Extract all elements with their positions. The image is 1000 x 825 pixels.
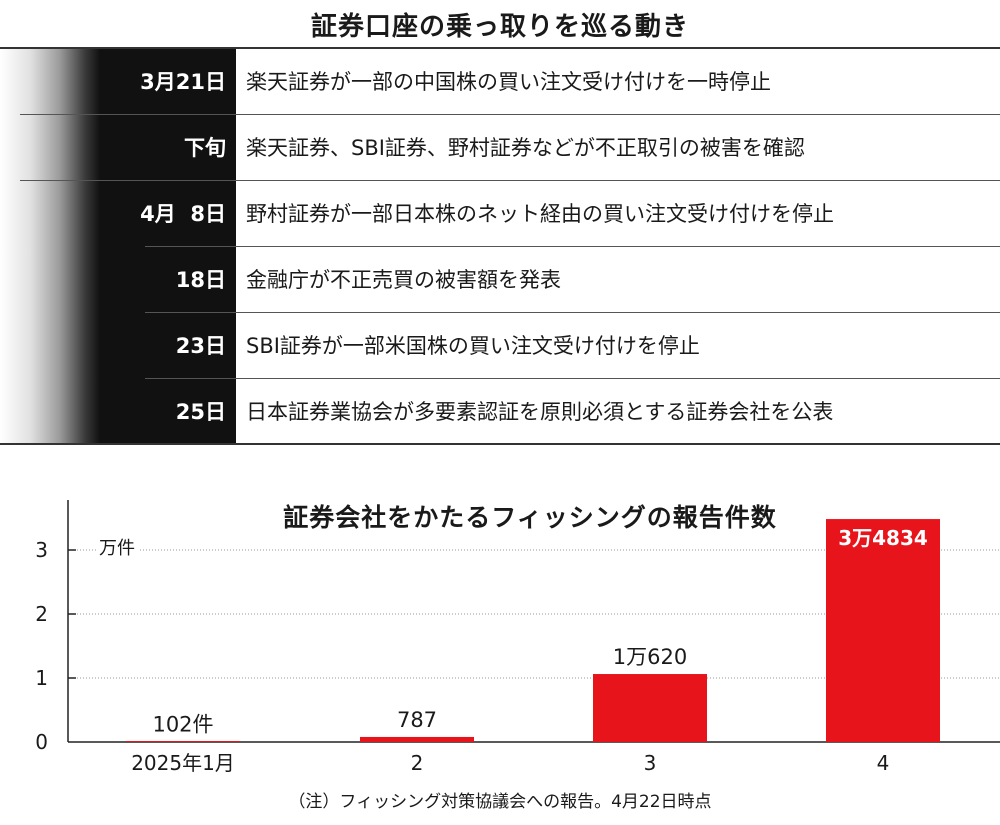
timeline-event: SBI証券が一部米国株の買い注文受け付けを停止 — [246, 334, 700, 358]
timeline-date: 下旬 — [184, 136, 226, 160]
timeline-event: 野村証券が一部日本株のネット経由の買い注文受け付けを停止 — [246, 202, 834, 226]
chart-title: 証券会社をかたるフィッシングの報告件数 — [283, 503, 777, 532]
timeline-date: 25日 — [175, 400, 226, 424]
bar — [360, 736, 474, 742]
timeline-row: 23日 SBI証券が一部米国株の買い注文受け付けを停止 — [0, 313, 1000, 379]
data-label: 1万620 — [613, 645, 687, 669]
timeline-row: 下旬 楽天証券、SBI証券、野村証券などが不正取引の被害を確認 — [0, 115, 1000, 181]
x-tick-label: 2 — [411, 751, 424, 775]
x-tick-label: 2025年1月 — [131, 751, 235, 775]
data-label: 3万4834 — [838, 526, 928, 550]
y-tick-label: 3 — [35, 538, 48, 562]
data-label: 787 — [397, 708, 437, 732]
timeline-title: 証券口座の乗っ取りを巡る動き — [310, 12, 689, 42]
timeline-divider — [20, 114, 1000, 115]
bar-chart: 0 1 2 3 2025年1月 102件 2 787 3 1万620 4 3万4834 証券会社をかた… — [0, 480, 1000, 825]
timeline-divider — [145, 378, 1000, 379]
bar — [826, 519, 940, 742]
timeline-row: 25日 日本証券業協会が多要素認証を原則必須とする証券会社を公表 — [0, 379, 1000, 445]
timeline-date: 23日 — [175, 334, 226, 358]
timeline-date: 4月 8日 — [140, 202, 226, 226]
chart-footnote: （注）フィッシング対策協議会への報告。4月22日時点 — [288, 792, 712, 812]
timeline-event: 楽天証券が一部の中国株の買い注文受け付けを一時停止 — [246, 70, 771, 94]
timeline-row: 4月 8日 野村証券が一部日本株のネット経由の買い注文受け付けを停止 — [0, 181, 1000, 247]
x-tick-label: 4 — [877, 751, 890, 775]
bar-chart-plot: 0 1 2 3 2025年1月 102件 2 787 3 1万620 4 3万4834 — [35, 500, 1000, 775]
timeline-date: 18日 — [175, 268, 226, 292]
timeline-divider — [145, 246, 1000, 247]
timeline-row: 3月21日 楽天証券が一部の中国株の買い注文受け付けを一時停止 — [0, 49, 1000, 115]
y-tick-label: 0 — [35, 730, 48, 754]
y-tick-label: 1 — [35, 666, 48, 690]
bar — [126, 741, 240, 742]
bar — [593, 674, 707, 742]
y-axis-unit-label: 万件 — [96, 534, 138, 560]
timeline-event: 楽天証券、SBI証券、野村証券などが不正取引の被害を確認 — [246, 136, 805, 160]
timeline-divider — [145, 312, 1000, 313]
timeline-bottom-rule — [0, 443, 1000, 445]
timeline-divider — [20, 180, 1000, 181]
data-label: 102件 — [152, 712, 213, 736]
timeline-top-rule — [0, 47, 1000, 49]
timeline-table: 3月21日 楽天証券が一部の中国株の買い注文受け付けを一時停止 下旬 楽天証券、… — [0, 47, 1000, 445]
y-tick-label: 2 — [35, 602, 48, 626]
timeline-row: 18日 金融庁が不正売買の被害額を発表 — [0, 247, 1000, 313]
timeline-event: 金融庁が不正売買の被害額を発表 — [246, 268, 561, 292]
x-tick-label: 3 — [644, 751, 657, 775]
timeline-event: 日本証券業協会が多要素認証を原則必須とする証券会社を公表 — [246, 400, 834, 424]
timeline-date: 3月21日 — [140, 70, 226, 94]
